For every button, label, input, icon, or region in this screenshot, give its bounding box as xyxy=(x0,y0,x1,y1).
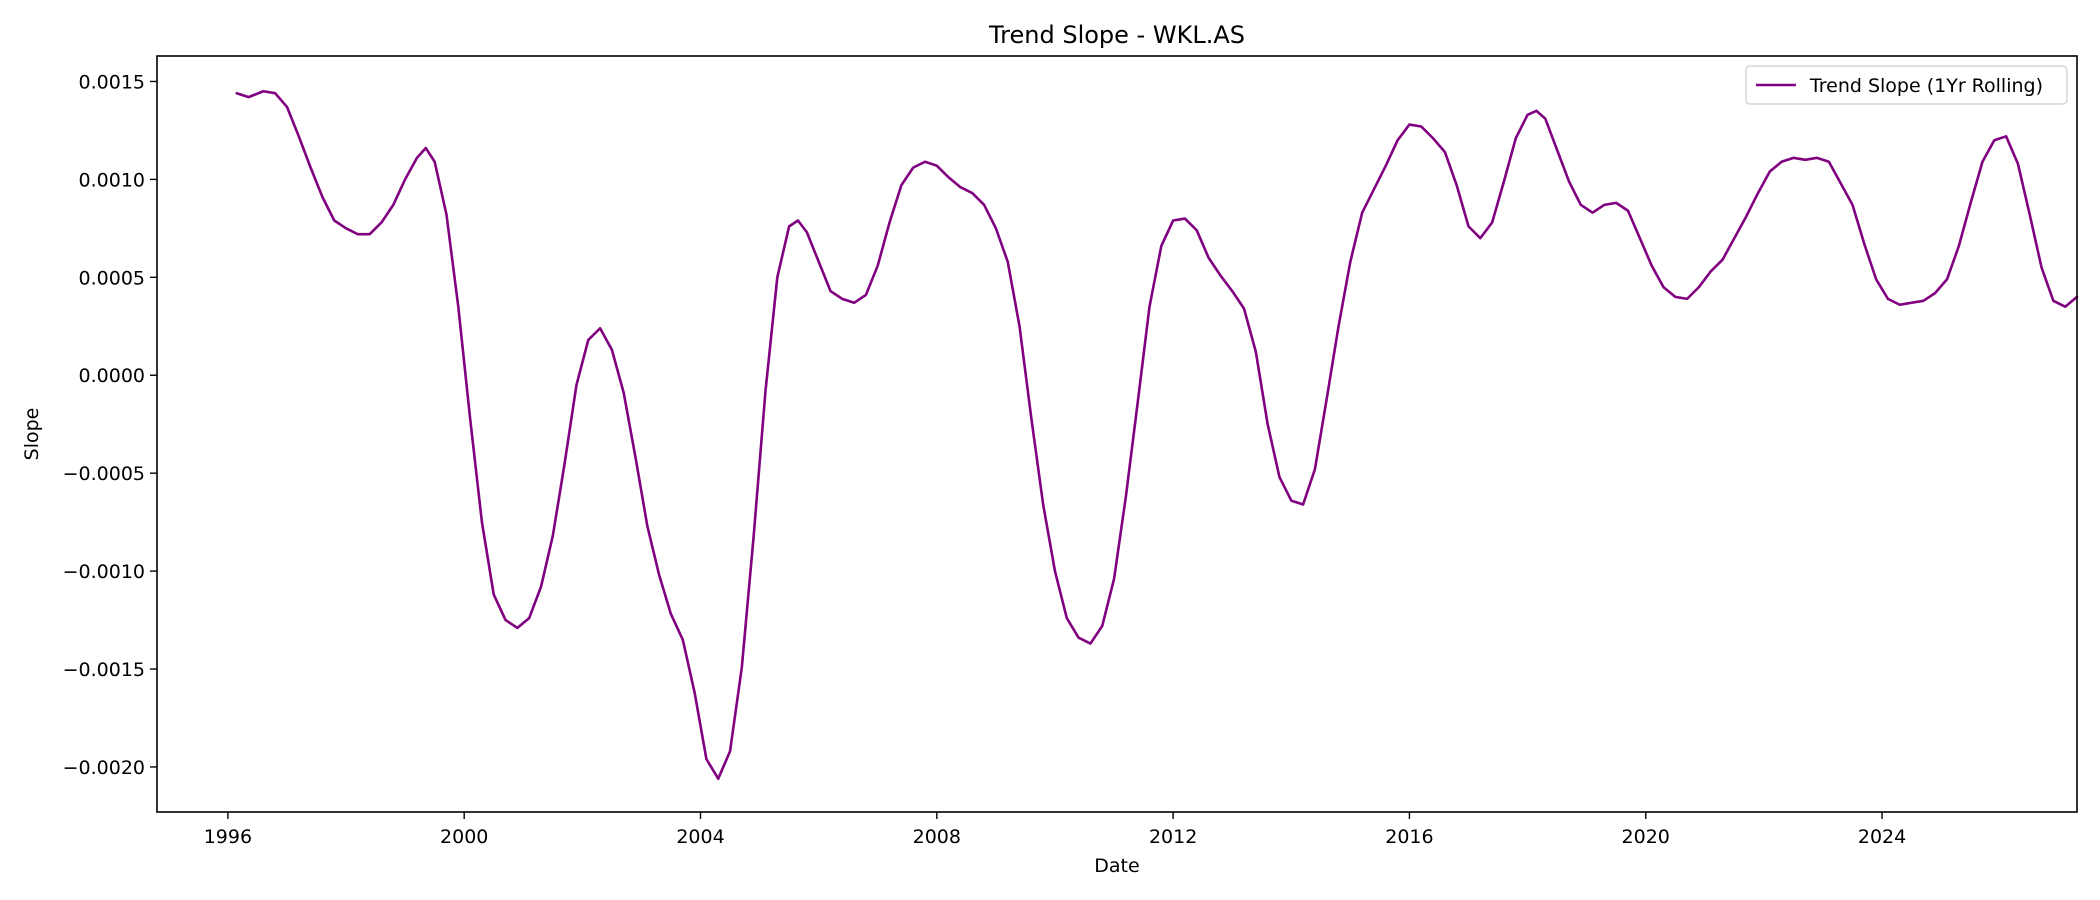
plot-frame xyxy=(156,55,2078,813)
x-tick-label: 2024 xyxy=(1858,826,1906,848)
y-tick-label: 0.0005 xyxy=(79,267,145,289)
series-line-trend-slope xyxy=(235,89,2079,780)
y-tick-label: −0.0005 xyxy=(63,463,145,485)
x-tick-label: 2004 xyxy=(676,826,724,848)
plot-area xyxy=(156,55,2079,813)
legend-box xyxy=(1745,65,2068,105)
x-tick-label: 2016 xyxy=(1385,826,1433,848)
y-tick-label: 0.0015 xyxy=(79,71,145,93)
y-tick-label: 0.0000 xyxy=(79,365,145,387)
x-tick-label: 2012 xyxy=(1149,826,1197,848)
legend-series-label: Trend Slope (1Yr Rolling) xyxy=(1809,75,2043,97)
x-tick-label: 1996 xyxy=(204,826,252,848)
y-axis-ticks: 0.0015 0.0010 0.0005 0.0000 −0.0005 −0.0010 −0… xyxy=(63,71,157,779)
x-tick-label: 2000 xyxy=(440,826,488,848)
y-tick-label: 0.0010 xyxy=(79,169,145,191)
y-tick-label: −0.0015 xyxy=(63,659,145,681)
y-tick-label: −0.0010 xyxy=(63,561,145,583)
y-tick-label: −0.0020 xyxy=(63,757,145,779)
x-tick-label: 2008 xyxy=(913,826,961,848)
x-axis-label: Date xyxy=(1094,855,1139,877)
legend: Trend Slope (1Yr Rolling) xyxy=(1745,65,2068,105)
chart-title: Trend Slope - WKL.AS xyxy=(988,21,1245,49)
x-tick-label: 2020 xyxy=(1622,826,1670,848)
y-axis-label: Slope xyxy=(21,408,43,461)
x-axis-ticks: 1996 2000 2004 2008 2012 2016 2020 2024 xyxy=(204,812,1906,848)
